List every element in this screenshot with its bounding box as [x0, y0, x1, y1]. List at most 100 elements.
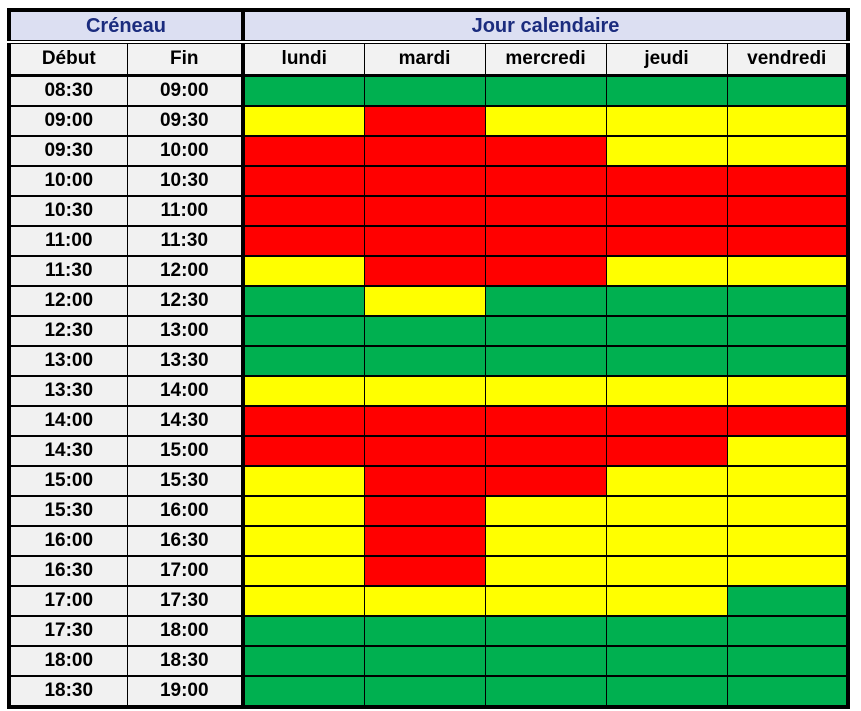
slot-lundi-18:30[interactable] [241, 675, 365, 708]
slot-vendredi-11:00[interactable] [726, 225, 849, 257]
slot-jeudi-18:00[interactable] [605, 645, 728, 677]
slot-mercredi-18:00[interactable] [484, 645, 607, 677]
slot-mardi-13:00[interactable] [363, 345, 486, 377]
slot-mercredi-14:00[interactable] [484, 405, 607, 437]
slot-vendredi-17:30[interactable] [726, 615, 849, 647]
slot-lundi-16:30[interactable] [241, 555, 365, 587]
slot-vendredi-13:30[interactable] [726, 375, 849, 407]
slot-mercredi-12:30[interactable] [484, 315, 607, 347]
slot-lundi-12:30[interactable] [241, 315, 365, 347]
slot-vendredi-18:30[interactable] [726, 675, 849, 708]
slot-mardi-13:30[interactable] [363, 375, 486, 407]
slot-vendredi-10:30[interactable] [726, 195, 849, 227]
slot-jeudi-18:30[interactable] [605, 675, 728, 708]
slot-mardi-10:30[interactable] [363, 195, 486, 227]
slot-mercredi-16:30[interactable] [484, 555, 607, 587]
slot-jeudi-12:30[interactable] [605, 315, 728, 347]
slot-vendredi-09:00[interactable] [726, 105, 849, 137]
slot-vendredi-14:00[interactable] [726, 405, 849, 437]
slot-jeudi-15:30[interactable] [605, 495, 728, 527]
slot-mercredi-17:30[interactable] [484, 615, 607, 647]
slot-mardi-10:00[interactable] [363, 165, 486, 197]
slot-lundi-15:00[interactable] [241, 465, 365, 497]
slot-mercredi-17:00[interactable] [484, 585, 607, 617]
slot-mercredi-09:30[interactable] [484, 135, 607, 167]
slot-mardi-12:30[interactable] [363, 315, 486, 347]
slot-mardi-17:00[interactable] [363, 585, 486, 617]
slot-jeudi-11:30[interactable] [605, 255, 728, 287]
slot-vendredi-16:30[interactable] [726, 555, 849, 587]
slot-mercredi-13:30[interactable] [484, 375, 607, 407]
slot-vendredi-14:30[interactable] [726, 435, 849, 467]
slot-lundi-10:00[interactable] [241, 165, 365, 197]
slot-mercredi-14:30[interactable] [484, 435, 607, 467]
slot-vendredi-17:00[interactable] [726, 585, 849, 617]
slot-lundi-16:00[interactable] [241, 525, 365, 557]
slot-jeudi-08:30[interactable] [605, 75, 728, 107]
slot-mercredi-15:00[interactable] [484, 465, 607, 497]
slot-mardi-15:00[interactable] [363, 465, 486, 497]
slot-mercredi-13:00[interactable] [484, 345, 607, 377]
slot-lundi-14:30[interactable] [241, 435, 365, 467]
slot-vendredi-13:00[interactable] [726, 345, 849, 377]
slot-vendredi-09:30[interactable] [726, 135, 849, 167]
slot-jeudi-09:30[interactable] [605, 135, 728, 167]
slot-mercredi-16:00[interactable] [484, 525, 607, 557]
slot-mardi-09:00[interactable] [363, 105, 486, 137]
slot-lundi-13:30[interactable] [241, 375, 365, 407]
slot-lundi-11:30[interactable] [241, 255, 365, 287]
slot-jeudi-17:00[interactable] [605, 585, 728, 617]
slot-vendredi-10:00[interactable] [726, 165, 849, 197]
slot-vendredi-08:30[interactable] [726, 75, 849, 107]
slot-mercredi-15:30[interactable] [484, 495, 607, 527]
slot-mardi-12:00[interactable] [363, 285, 486, 317]
slot-mercredi-09:00[interactable] [484, 105, 607, 137]
slot-lundi-15:30[interactable] [241, 495, 365, 527]
slot-mercredi-11:30[interactable] [484, 255, 607, 287]
slot-vendredi-18:00[interactable] [726, 645, 849, 677]
slot-jeudi-17:30[interactable] [605, 615, 728, 647]
slot-mercredi-11:00[interactable] [484, 225, 607, 257]
slot-mercredi-18:30[interactable] [484, 675, 607, 708]
slot-lundi-18:00[interactable] [241, 645, 365, 677]
slot-mardi-16:30[interactable] [363, 555, 486, 587]
slot-vendredi-11:30[interactable] [726, 255, 849, 287]
slot-mardi-14:00[interactable] [363, 405, 486, 437]
slot-mercredi-08:30[interactable] [484, 75, 607, 107]
slot-mardi-16:00[interactable] [363, 525, 486, 557]
slot-jeudi-12:00[interactable] [605, 285, 728, 317]
slot-jeudi-16:00[interactable] [605, 525, 728, 557]
slot-lundi-09:30[interactable] [241, 135, 365, 167]
slot-lundi-12:00[interactable] [241, 285, 365, 317]
slot-mardi-14:30[interactable] [363, 435, 486, 467]
slot-lundi-17:30[interactable] [241, 615, 365, 647]
slot-lundi-13:00[interactable] [241, 345, 365, 377]
slot-lundi-17:00[interactable] [241, 585, 365, 617]
slot-jeudi-11:00[interactable] [605, 225, 728, 257]
slot-jeudi-13:00[interactable] [605, 345, 728, 377]
slot-mardi-11:00[interactable] [363, 225, 486, 257]
slot-mardi-18:30[interactable] [363, 675, 486, 708]
slot-mardi-17:30[interactable] [363, 615, 486, 647]
slot-jeudi-14:00[interactable] [605, 405, 728, 437]
slot-lundi-10:30[interactable] [241, 195, 365, 227]
slot-jeudi-13:30[interactable] [605, 375, 728, 407]
slot-vendredi-15:30[interactable] [726, 495, 849, 527]
slot-jeudi-14:30[interactable] [605, 435, 728, 467]
slot-lundi-08:30[interactable] [241, 75, 365, 107]
slot-jeudi-15:00[interactable] [605, 465, 728, 497]
slot-mardi-08:30[interactable] [363, 75, 486, 107]
slot-jeudi-16:30[interactable] [605, 555, 728, 587]
slot-vendredi-16:00[interactable] [726, 525, 849, 557]
slot-jeudi-10:00[interactable] [605, 165, 728, 197]
slot-vendredi-12:30[interactable] [726, 315, 849, 347]
slot-lundi-14:00[interactable] [241, 405, 365, 437]
slot-vendredi-12:00[interactable] [726, 285, 849, 317]
slot-mercredi-10:00[interactable] [484, 165, 607, 197]
slot-jeudi-09:00[interactable] [605, 105, 728, 137]
slot-mercredi-10:30[interactable] [484, 195, 607, 227]
slot-mardi-15:30[interactable] [363, 495, 486, 527]
slot-vendredi-15:00[interactable] [726, 465, 849, 497]
slot-mardi-11:30[interactable] [363, 255, 486, 287]
slot-lundi-11:00[interactable] [241, 225, 365, 257]
